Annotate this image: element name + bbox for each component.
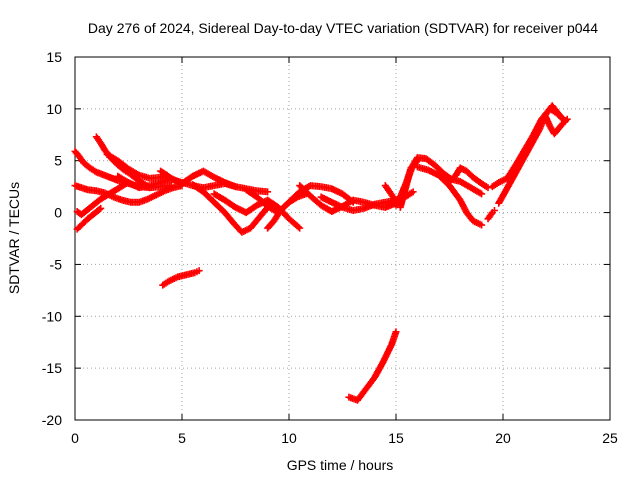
- x-tick-label: 0: [71, 430, 79, 446]
- y-tick-label: 10: [46, 101, 62, 117]
- y-tick-label: -5: [50, 256, 63, 272]
- y-tick-label: 0: [54, 205, 62, 221]
- data-points: [71, 102, 571, 404]
- chart-title: Day 276 of 2024, Sidereal Day-to-day VTE…: [88, 20, 598, 36]
- series-track-21: [484, 206, 498, 223]
- data-point: [478, 221, 486, 229]
- data-point: [409, 188, 417, 196]
- tick-marks: [74, 56, 611, 421]
- series-track-20: [446, 164, 492, 192]
- data-point: [97, 204, 105, 212]
- data-point: [484, 184, 492, 192]
- y-tick-label: -10: [42, 308, 62, 324]
- x-tick-label: 25: [602, 430, 618, 446]
- series-track-16: [345, 328, 400, 404]
- plot-frame: [74, 56, 611, 421]
- series-track-4: [73, 204, 105, 233]
- data-point: [478, 190, 486, 198]
- series-track-3: [73, 180, 130, 219]
- data-point: [95, 205, 103, 213]
- data-point: [490, 206, 498, 214]
- series-track-9: [159, 267, 203, 289]
- data-point: [134, 170, 142, 178]
- series-track-10: [189, 181, 272, 236]
- data-point: [232, 183, 239, 191]
- series-track-24: [542, 113, 571, 138]
- data-point: [296, 224, 304, 232]
- x-tick-label: 20: [495, 430, 511, 446]
- data-point: [264, 188, 272, 196]
- data-point: [294, 223, 302, 231]
- x-tick-label: 10: [281, 430, 297, 446]
- data-point: [195, 267, 203, 275]
- x-tick-label: 15: [388, 430, 404, 446]
- series-track-18: [396, 154, 486, 211]
- series-track-6: [103, 150, 171, 182]
- grid: [75, 57, 610, 420]
- series-track-19: [413, 163, 486, 229]
- data-point: [292, 194, 300, 202]
- data-point: [563, 115, 571, 123]
- series-track-8: [157, 167, 239, 191]
- x-tick-label: 5: [178, 430, 186, 446]
- x-axis-label: GPS time / hours: [287, 457, 394, 473]
- data-point: [476, 189, 484, 197]
- data-point: [562, 117, 570, 125]
- y-tick-label: 15: [46, 49, 62, 65]
- y-tick-label: -15: [42, 360, 62, 376]
- tick-labels: 0 5 10 15 20 25 -20 -15 -10 -5 0 5 10 15: [42, 49, 618, 446]
- y-axis-label: SDTVAR / TECUs: [6, 182, 22, 294]
- series-track-23: [495, 102, 569, 207]
- series-track-2: [71, 182, 186, 206]
- data-point: [392, 328, 400, 336]
- y-tick-label: -20: [42, 412, 62, 428]
- y-tick-label: 5: [54, 153, 62, 169]
